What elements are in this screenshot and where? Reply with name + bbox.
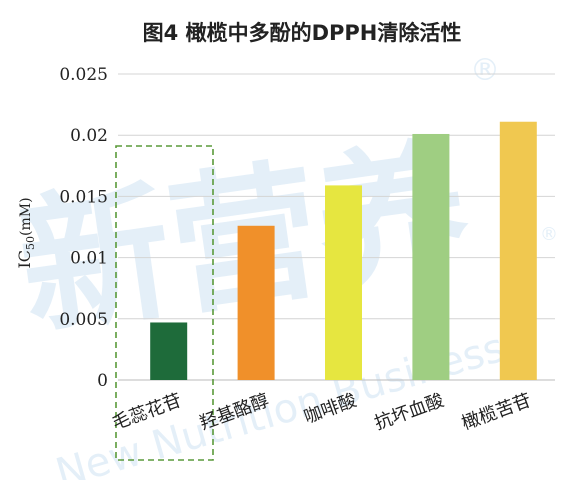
y-tick-labels: 0 0.005 0.01 0.015 0.02 0.025 (59, 65, 108, 391)
y-tick-label: 0.005 (59, 310, 108, 330)
y-tick-label: 0.025 (59, 65, 108, 85)
watermark-mark-2: ® (540, 224, 558, 245)
highlight-box (115, 145, 214, 461)
bar (499, 121, 537, 381)
bars (150, 121, 537, 381)
category-label: 橄榄苦苷 (459, 390, 534, 434)
chart-title: 图4 橄榄中多酚的DPPH清除活性 (143, 21, 462, 45)
y-tick-label: 0.02 (70, 126, 108, 146)
watermark-mark: ® (470, 53, 500, 88)
y-tick-label: 0.015 (59, 187, 108, 207)
bar (412, 133, 450, 380)
y-axis-label: IC50(mM) (15, 197, 37, 268)
y-tick-label: 0 (97, 371, 108, 391)
bar (150, 322, 188, 380)
bar (237, 225, 275, 380)
bar (325, 185, 362, 380)
y-tick-label: 0.01 (70, 249, 108, 269)
